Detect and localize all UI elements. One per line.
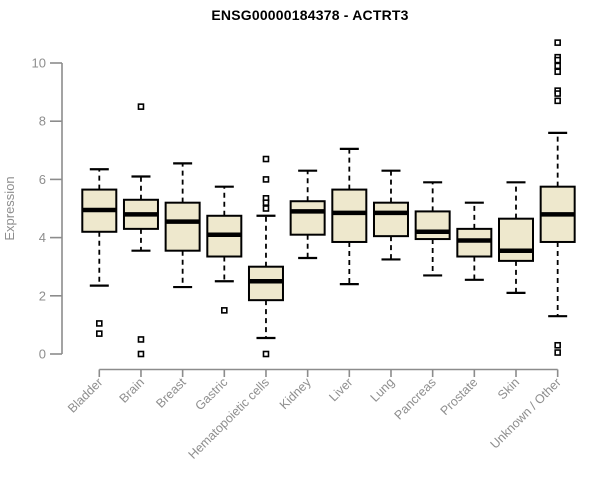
x-axis-tick-label: Pancreas (392, 375, 439, 422)
outlier-point (262, 350, 270, 358)
y-axis-title: Expression (2, 176, 17, 240)
boxplot-kidney (289, 169, 326, 260)
y-axis-tick-label: 8 (39, 114, 46, 129)
outlier-point (96, 330, 103, 337)
x-axis-tick-label: Prostate (438, 375, 481, 418)
outlier-point (262, 155, 270, 163)
x-axis-tick-label: Unknown / Other (488, 375, 564, 451)
boxplot-hematopoietic-cells (247, 155, 284, 358)
boxplot-unknown-other (539, 39, 576, 356)
outlier-point (554, 62, 561, 70)
y-axis-tick-label: 0 (39, 347, 46, 362)
box-rect (372, 201, 409, 238)
boxplot-liver (331, 147, 368, 286)
boxplot-breast (164, 162, 201, 289)
x-axis-tick-label: Breast (153, 375, 189, 411)
x-axis-tick-label: Liver (326, 375, 355, 404)
outlier-point (554, 97, 561, 105)
outlier-point (554, 56, 561, 64)
box-rect (498, 217, 534, 262)
outlier-point (262, 205, 270, 212)
box-rect (289, 200, 326, 236)
y-axis-tick-label: 10 (32, 56, 46, 71)
outlier-point (137, 350, 145, 358)
chart-title: ENSG00000184378 - ACTRT3 (211, 7, 409, 23)
y-axis-tick-label: 2 (39, 288, 46, 303)
outlier-point (554, 90, 561, 97)
outlier-point (221, 307, 228, 314)
x-axis-tick-label: Hematopoietic cells (186, 375, 273, 462)
boxplot-lung (372, 169, 409, 261)
boxplot-bladder (81, 168, 118, 337)
boxplot-gastric (206, 185, 243, 314)
outlier-point (554, 39, 561, 46)
box-rect (331, 188, 368, 243)
outlier-point (262, 199, 270, 206)
x-axis-tick-label: Skin (495, 375, 522, 402)
x-axis-tick-label: Brain (117, 375, 148, 406)
boxplot-brain (122, 103, 159, 358)
boxplot-skin (498, 181, 534, 294)
y-axis-tick-label: 6 (39, 172, 46, 187)
box-rect (164, 201, 201, 252)
x-axis-tick-label: Bladder (65, 375, 105, 415)
x-axis-tick-label: Lung (368, 375, 398, 405)
outlier-point (137, 336, 145, 343)
outlier-point (554, 68, 561, 76)
boxplot-prostate (456, 201, 493, 281)
box-rect (414, 210, 451, 241)
outlier-point (554, 341, 561, 349)
boxplot-pancreas (414, 181, 451, 277)
outlier-point (262, 176, 270, 183)
outlier-point (96, 320, 103, 327)
x-axis-tick-label: Gastric (193, 375, 231, 413)
outlier-point (554, 349, 561, 356)
outlier-point (137, 103, 145, 110)
x-axis-tick-label: Kidney (277, 375, 314, 412)
y-axis-tick-label: 4 (39, 230, 46, 245)
